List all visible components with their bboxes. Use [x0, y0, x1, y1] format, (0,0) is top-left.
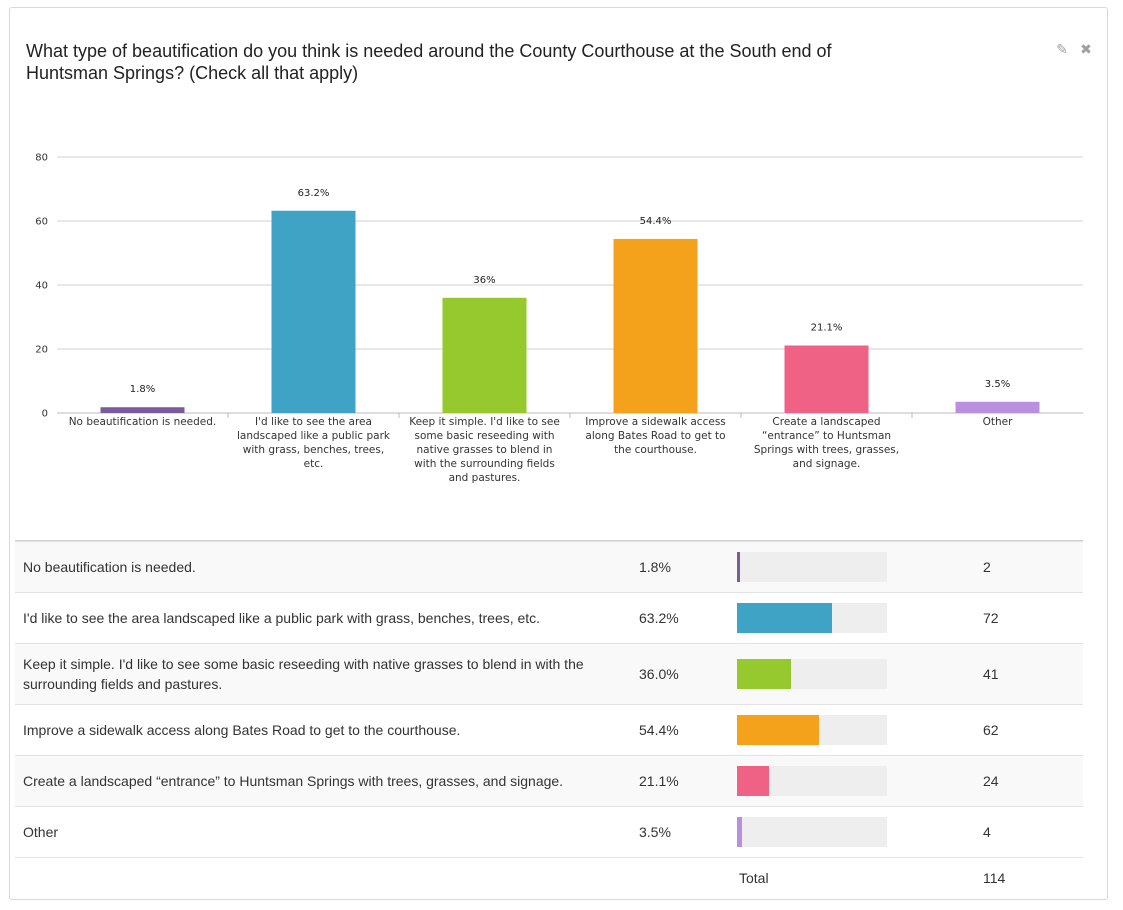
table-row: Keep it simple. I'd like to see some bas… [15, 643, 1083, 705]
bar[interactable] [100, 407, 185, 413]
y-tick-label: 60 [35, 217, 48, 228]
answer-percent: 36.0% [631, 643, 729, 705]
bar[interactable] [613, 238, 698, 413]
x-category-label: Keep it simple. I'd like to see some bas… [409, 416, 560, 484]
answer-bar-track [737, 715, 887, 745]
answer-percent: 21.1% [631, 755, 729, 807]
total-count: 114 [975, 857, 1083, 898]
answer-bar-track [737, 603, 887, 633]
results-table: No beautification is needed. 1.8% 2 I'd lik… [15, 541, 1083, 898]
x-category-label: Other [982, 416, 1013, 428]
answer-bar-cell [729, 755, 975, 807]
answer-bar-cell [729, 541, 975, 593]
bar[interactable] [442, 297, 527, 413]
answer-bar-cell [729, 704, 975, 756]
answer-bar-cell [729, 643, 975, 705]
answer-percent: 54.4% [631, 704, 729, 756]
table-row: Other 3.5% 4 [15, 806, 1083, 858]
close-icon[interactable]: ✖ [1080, 41, 1092, 57]
answer-bar-track [737, 659, 887, 689]
answer-bar-fill [737, 715, 819, 745]
answer-label: Keep it simple. I'd like to see some bas… [15, 643, 631, 705]
x-category-label: Improve a sidewalk access along Bates Ro… [585, 416, 726, 456]
question-title: What type of beautification do you think… [26, 41, 832, 83]
x-category-label: Create a landscaped “entrance” to Huntsm… [753, 416, 900, 470]
answer-bar-fill [737, 552, 740, 582]
x-category-label: I'd like to see the area landscaped like… [236, 416, 390, 470]
answer-bar-track [737, 766, 887, 796]
bar-data-label: 3.5% [985, 379, 1010, 390]
x-category-label: No beautification is needed. [68, 416, 217, 428]
bar-data-label: 63.2% [298, 188, 330, 199]
answer-count: 62 [975, 704, 1083, 756]
bar-data-label: 36% [473, 275, 495, 286]
answer-bar-cell [729, 592, 975, 644]
table-row: Improve a sidewalk access along Bates Ro… [15, 704, 1083, 756]
answer-percent: 3.5% [631, 806, 729, 858]
table-top-rule [15, 540, 1083, 541]
answer-count: 4 [975, 806, 1083, 858]
total-row: Total 114 [15, 857, 1083, 898]
answer-bar-fill [737, 766, 769, 796]
bar-data-label: 1.8% [130, 384, 155, 395]
answer-bar-track [737, 817, 887, 847]
answer-bar-fill [737, 659, 791, 689]
table-row: I'd like to see the area landscaped like… [15, 592, 1083, 644]
table-row: Create a landscaped “entrance” to Huntsm… [15, 755, 1083, 807]
answer-count: 72 [975, 592, 1083, 644]
answer-bar-track [737, 552, 887, 582]
answer-count: 41 [975, 643, 1083, 705]
y-tick-label: 0 [42, 409, 48, 420]
table-row: No beautification is needed. 1.8% 2 [15, 541, 1083, 593]
answer-bar-fill [737, 603, 832, 633]
bar[interactable] [955, 401, 1040, 413]
answer-label: Other [15, 806, 631, 858]
bar-chart: 0 20 40 60 80 1.8% 63.2% 36% 54.4% 21.1% 3.5% [35, 153, 1083, 420]
total-label: Total [729, 857, 975, 898]
card-tools: ✎ ✖ [1055, 42, 1093, 56]
answer-bar-fill [737, 817, 743, 847]
pencil-icon[interactable]: ✎ [1056, 41, 1068, 57]
bar-data-label: 21.1% [811, 322, 843, 333]
bar[interactable] [271, 210, 356, 413]
answer-count: 2 [975, 541, 1083, 593]
answer-percent: 63.2% [631, 592, 729, 644]
answer-label: Improve a sidewalk access along Bates Ro… [15, 704, 631, 756]
bar[interactable] [784, 345, 869, 413]
answer-percent: 1.8% [631, 541, 729, 593]
y-tick-label: 20 [35, 345, 48, 356]
y-tick-label: 80 [35, 153, 48, 164]
answer-label: Create a landscaped “entrance” to Huntsm… [15, 755, 631, 807]
answer-label: I'd like to see the area landscaped like… [15, 592, 631, 644]
answer-bar-cell [729, 806, 975, 858]
answer-label: No beautification is needed. [15, 541, 631, 593]
y-tick-label: 40 [35, 281, 48, 292]
answer-count: 24 [975, 755, 1083, 807]
bar-data-label: 54.4% [640, 216, 672, 227]
